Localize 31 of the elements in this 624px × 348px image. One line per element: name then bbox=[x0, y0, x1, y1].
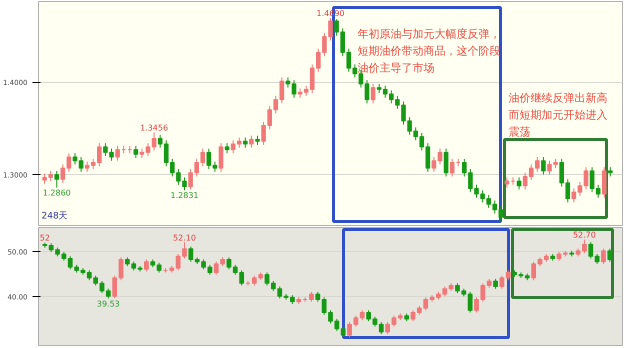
candlestick bbox=[243, 137, 248, 148]
candlestick bbox=[602, 166, 607, 198]
candlestick bbox=[516, 176, 522, 190]
annotation: 1.2831 bbox=[170, 191, 199, 200]
candlestick bbox=[444, 148, 448, 177]
candlestick bbox=[608, 166, 613, 177]
annotation: 油价继续反弹出新高而短期加元开始进入震荡 bbox=[508, 92, 608, 138]
candlestick bbox=[134, 145, 138, 158]
candlestick bbox=[541, 156, 546, 176]
candlestick bbox=[601, 248, 606, 264]
annotation: 52.10 bbox=[173, 233, 196, 242]
candlestick bbox=[493, 278, 498, 290]
annotation: 52 bbox=[40, 234, 50, 243]
annotation: 39.53 bbox=[96, 299, 120, 308]
candlestick bbox=[504, 176, 510, 188]
annotation: 52.70 bbox=[572, 230, 596, 240]
annotation: 248天 bbox=[42, 210, 68, 222]
candlestick bbox=[144, 258, 149, 272]
candlestick bbox=[218, 142, 224, 172]
candlestick bbox=[607, 248, 612, 262]
candlestick bbox=[115, 145, 120, 162]
annotation: 1.2860 bbox=[42, 188, 71, 198]
candlestick bbox=[255, 135, 260, 146]
annotation: 1.3456 bbox=[140, 123, 168, 132]
candlestick bbox=[252, 275, 257, 286]
candlestick bbox=[370, 83, 376, 104]
candlestick bbox=[224, 142, 230, 154]
candlestick bbox=[309, 291, 314, 302]
candlestick bbox=[54, 170, 60, 188]
candlestick bbox=[450, 158, 454, 177]
candlestick bbox=[249, 135, 254, 148]
